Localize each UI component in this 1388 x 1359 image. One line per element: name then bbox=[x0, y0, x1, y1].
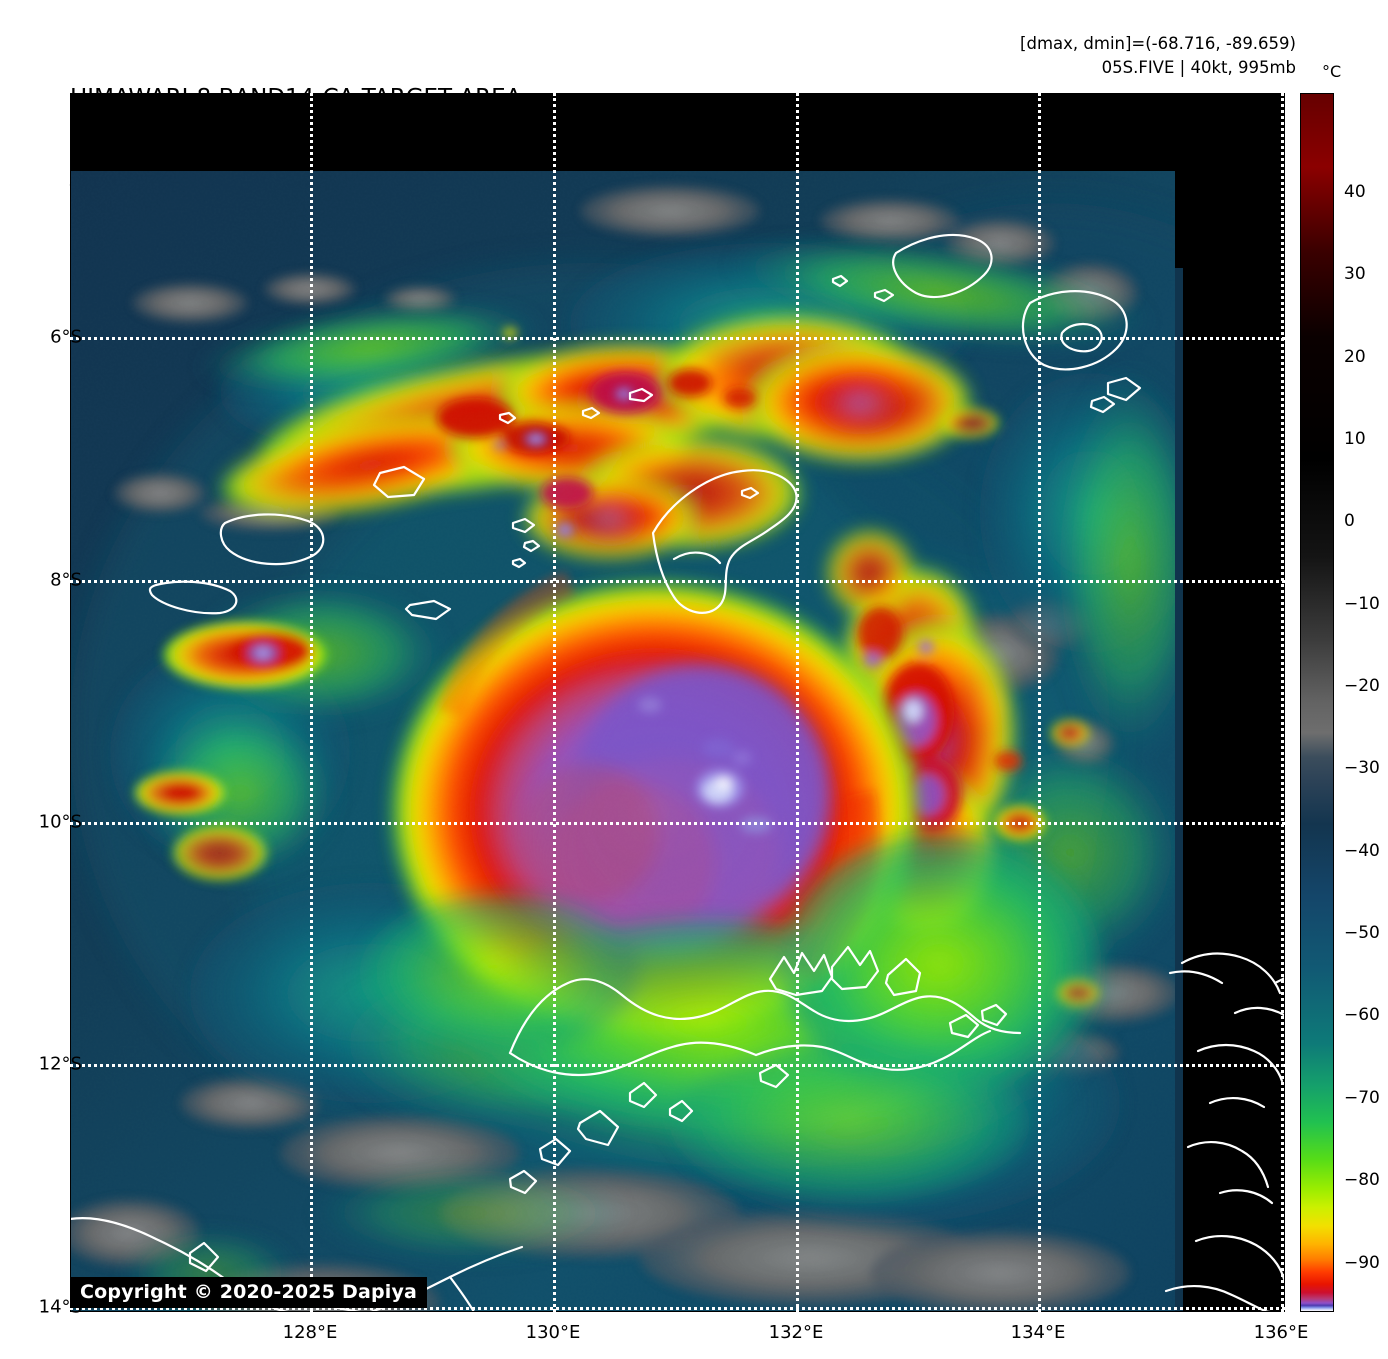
colorbar-tick-1: 30 bbox=[1344, 264, 1366, 285]
colorbar-tick-9: −50 bbox=[1344, 923, 1380, 944]
colorbar-tick-12: −80 bbox=[1344, 1170, 1380, 1191]
metadata-block: [dmax, dmin]=(-68.716, -89.659) 05S.FIVE… bbox=[1020, 32, 1296, 80]
colorbar-gradient bbox=[1301, 94, 1333, 1311]
lat-label-3: 12°S bbox=[38, 1053, 82, 1075]
colorbar-tick-11: −70 bbox=[1344, 1087, 1380, 1108]
storm-info-text: 05S.FIVE | 40kt, 995mb bbox=[1101, 57, 1296, 77]
colorbar-unit-label: °C bbox=[1322, 62, 1342, 81]
lon-label-4: 136°E bbox=[1253, 1322, 1309, 1343]
lat-label-2: 10°S bbox=[38, 811, 82, 833]
colorbar-tick-10: −60 bbox=[1344, 1005, 1380, 1026]
temperature-colorbar[interactable] bbox=[1300, 93, 1334, 1312]
satellite-image-plot bbox=[70, 93, 1285, 1312]
colorbar-tick-5: −10 bbox=[1344, 593, 1380, 614]
colorbar-tick-4: 0 bbox=[1344, 511, 1355, 532]
lon-label-2: 132°E bbox=[768, 1322, 824, 1343]
ir-imagery-svg bbox=[70, 93, 1285, 1312]
colorbar-tick-13: −90 bbox=[1344, 1252, 1380, 1273]
lon-label-1: 130°E bbox=[525, 1322, 581, 1343]
colorbar-tick-2: 20 bbox=[1344, 346, 1366, 367]
lon-label-3: 134°E bbox=[1010, 1322, 1066, 1343]
lat-label-0: 6°S bbox=[50, 326, 82, 348]
colorbar-tick-7: −30 bbox=[1344, 758, 1380, 779]
colorbar-tick-3: 10 bbox=[1344, 428, 1366, 449]
ir-data-swath bbox=[70, 171, 1175, 1312]
colorbar-tick-6: −20 bbox=[1344, 676, 1380, 697]
colorbar-tick-0: 40 bbox=[1344, 181, 1366, 202]
copyright-badge: Copyright © 2020-2025 Dapiya bbox=[70, 1277, 428, 1308]
lat-label-1: 8°S bbox=[50, 569, 82, 591]
coastline-overlay bbox=[70, 233, 1285, 1312]
dmax-dmin-text: [dmax, dmin]=(-68.716, -89.659) bbox=[1020, 34, 1296, 53]
colorbar-tick-8: −40 bbox=[1344, 840, 1380, 861]
lon-label-0: 128°E bbox=[282, 1322, 338, 1343]
